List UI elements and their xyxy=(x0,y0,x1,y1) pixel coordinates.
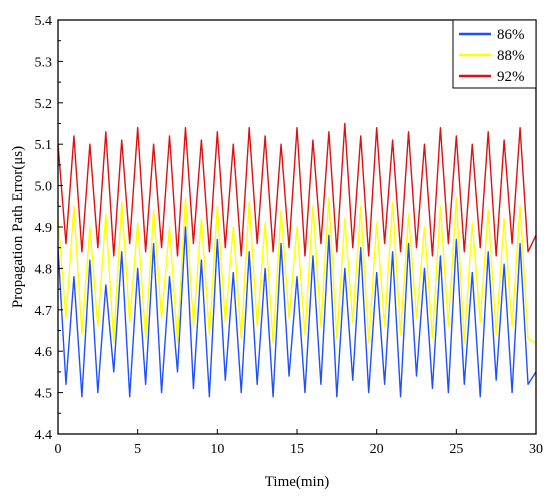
y-tick-label: 4.7 xyxy=(35,304,53,319)
series-line-2 xyxy=(58,122,536,257)
y-tick-label: 5.0 xyxy=(35,180,53,195)
y-tick-label: 4.5 xyxy=(35,387,53,402)
y-tick-label: 4.6 xyxy=(35,345,53,360)
y-tick-label: 4.8 xyxy=(35,262,53,277)
legend-label-86: 86% xyxy=(497,27,525,43)
y-axis: 4.4 4.5 4.6 4.7 4.8 4.9 5.0 5.1 5.2 5.3 5.4 xyxy=(35,14,63,443)
y-tick-label: 5.3 xyxy=(35,55,53,70)
x-tick-label: 10 xyxy=(210,442,224,457)
legend-label-92: 92% xyxy=(497,69,525,85)
y-tick-label: 5.1 xyxy=(35,138,53,153)
y-axis-title: Propagation Path Error(μs) xyxy=(10,146,26,308)
y-tick-label: 4.4 xyxy=(35,428,53,443)
y-tick-label: 5.4 xyxy=(35,14,53,29)
x-tick-label: 15 xyxy=(290,442,304,457)
series-line-1 xyxy=(58,197,536,344)
x-tick-label: 25 xyxy=(449,442,463,457)
y-tick-label: 5.2 xyxy=(35,97,53,112)
x-tick-label: 20 xyxy=(370,442,384,457)
y-tick-label: 4.9 xyxy=(35,221,53,236)
legend-label-88: 88% xyxy=(497,48,525,64)
series-layer xyxy=(58,122,536,398)
legend: 86% 88% 92% xyxy=(452,19,537,89)
x-axis-title: Time(min) xyxy=(265,474,329,490)
x-tick-label: 5 xyxy=(134,442,141,457)
series-line-0 xyxy=(58,226,536,398)
x-axis: 0 5 10 15 20 25 30 xyxy=(55,429,543,457)
x-tick-label: 0 xyxy=(55,442,62,457)
x-tick-label: 30 xyxy=(529,442,543,457)
